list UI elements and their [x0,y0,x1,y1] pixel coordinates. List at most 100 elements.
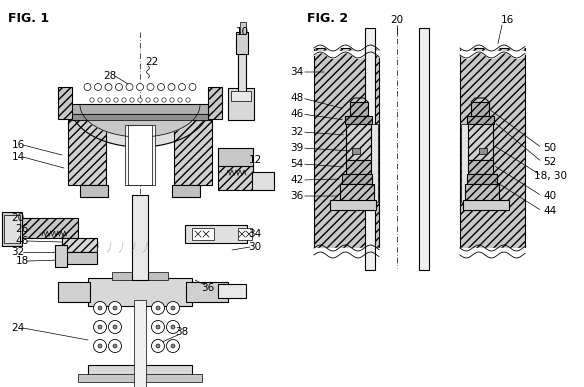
Bar [346,160,371,174]
Circle shape [113,344,117,348]
Bar [460,48,525,248]
Bar [186,282,228,302]
Bar [4,215,20,243]
Circle shape [90,98,94,102]
Circle shape [84,84,91,91]
Text: 20: 20 [12,213,25,223]
Text: 20: 20 [391,15,404,25]
Circle shape [162,98,166,102]
Circle shape [98,344,102,348]
Bar [62,252,97,264]
Bar [350,102,368,116]
Circle shape [98,325,102,329]
Bar [342,174,372,184]
Bar [345,116,372,124]
Text: 16: 16 [500,15,513,25]
Bar [330,200,376,210]
Text: FIG. 1: FIG. 1 [8,12,49,25]
Circle shape [171,344,175,348]
Text: 44: 44 [543,206,557,216]
Bar [467,174,497,184]
Bar [208,87,222,119]
Bar [58,282,90,302]
Bar [252,172,274,190]
Circle shape [113,325,117,329]
Text: 22: 22 [145,57,159,67]
Bar [185,225,247,243]
Text: 52: 52 [543,157,557,167]
Circle shape [98,98,102,102]
Text: 28: 28 [103,71,117,81]
Bar [80,185,108,197]
Circle shape [156,325,160,329]
Text: FIG. 2: FIG. 2 [307,12,348,25]
Bar [62,238,97,252]
Circle shape [171,325,175,329]
Bar [236,32,248,54]
Bar [238,228,252,240]
Circle shape [168,84,175,91]
Bar [340,184,374,202]
Polygon shape [70,105,210,147]
Bar [368,124,378,202]
Bar [238,52,246,92]
Bar [70,104,210,114]
Bar [218,284,246,298]
Circle shape [109,301,121,315]
Circle shape [93,320,106,334]
Circle shape [98,306,102,310]
Circle shape [151,320,165,334]
Circle shape [146,98,150,102]
Text: 16: 16 [11,140,25,150]
Bar [346,124,371,160]
Circle shape [158,84,165,91]
Circle shape [93,301,106,315]
Circle shape [154,98,158,102]
Bar [112,272,168,280]
Circle shape [122,98,126,102]
Circle shape [171,306,175,310]
Text: 24: 24 [11,323,25,333]
Polygon shape [80,105,200,137]
Circle shape [105,84,112,91]
Bar [172,185,200,197]
Bar [314,48,379,248]
Bar [70,114,210,120]
Text: 32: 32 [290,127,304,137]
Text: 34: 34 [248,229,262,239]
Text: 26: 26 [15,224,29,234]
Bar [231,91,251,101]
Text: 36: 36 [201,283,215,293]
Circle shape [156,344,160,348]
Text: 38: 38 [175,327,189,337]
Circle shape [179,84,186,91]
Circle shape [109,320,121,334]
Bar [132,195,148,280]
Bar [419,28,429,270]
Bar [465,184,499,202]
Circle shape [114,98,118,102]
Bar [128,125,152,185]
Circle shape [130,98,134,102]
Circle shape [166,339,179,353]
Bar [468,160,493,174]
Circle shape [166,301,179,315]
Text: 30: 30 [248,242,262,252]
Bar [192,228,214,240]
Text: 12: 12 [248,155,262,165]
Text: 32: 32 [11,247,25,257]
Circle shape [189,84,196,91]
Bar [240,22,246,34]
Bar [18,218,78,238]
Bar [125,125,155,185]
Circle shape [147,84,154,91]
Text: 18: 18 [15,256,29,266]
Bar [471,102,489,116]
Bar [365,28,375,270]
Text: 54: 54 [290,159,304,169]
Circle shape [138,98,142,102]
Bar [461,124,471,202]
Bar [468,124,493,160]
Circle shape [116,84,123,91]
Text: 34: 34 [290,67,304,77]
